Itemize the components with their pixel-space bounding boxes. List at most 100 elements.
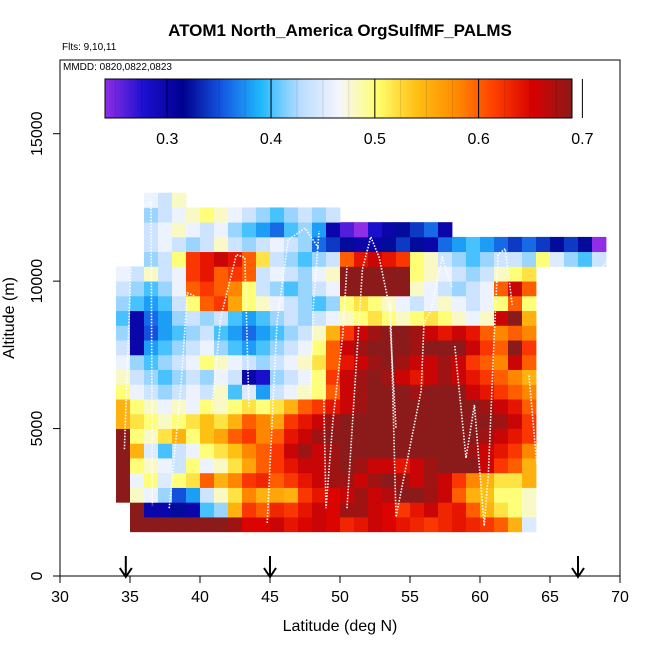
heatmap-cell [242,207,257,223]
heatmap-cell [186,399,201,415]
heatmap-cell [340,458,355,474]
x-tick-label: 40 [191,589,209,606]
heatmap-cell [116,413,131,429]
x-tick-label: 45 [261,589,279,606]
heatmap-cell [116,458,131,474]
heatmap-cell [284,487,299,503]
heatmap-cell [592,236,607,253]
heatmap-cell [158,340,173,356]
heatmap-cell [508,502,523,518]
heatmap-cell [158,458,173,474]
heatmap-cell [508,369,523,385]
heatmap-cell [298,266,313,282]
heatmap-cell [354,340,369,356]
heatmap-cell [396,502,411,518]
heatmap-cell [256,207,271,223]
heatmap-cell [578,251,593,267]
heatmap-cell [466,384,481,400]
heatmap-cell [130,443,145,459]
heatmap-cell [242,251,257,267]
heatmap-cell [270,413,285,429]
heatmap-cell [424,354,439,370]
heatmap-cell [256,502,271,518]
heatmap-cell [438,487,453,503]
heatmap-cell [130,472,145,488]
heatmap-cell [410,384,425,400]
heatmap-cell [172,266,187,282]
heatmap-cell [312,207,327,223]
heatmap-cell [368,458,383,474]
heatmap-cell [410,472,425,488]
heatmap-cell [200,413,215,429]
heatmap-cell [382,443,397,459]
heatmap-cell [466,266,481,282]
heatmap-cell [144,281,159,297]
heatmap-cell [508,266,523,282]
heatmap-cell [298,472,313,488]
heatmap-cell [354,487,369,503]
heatmap-cell [242,502,257,518]
heatmap-cell [200,384,215,400]
heatmap-cell [424,413,439,429]
heatmap-cell [172,281,187,297]
heatmap-cell [242,472,257,488]
heatmap-cell [480,502,495,518]
heatmap-cell [172,354,187,370]
heatmap-cell [508,443,523,459]
heatmap-cell [424,266,439,282]
heatmap-cell [480,399,495,415]
heatmap-cell [368,384,383,400]
heatmap-cell [256,310,271,326]
heatmap-cell [326,207,341,223]
heatmap-cell [494,413,509,429]
heatmap-cell [200,502,215,518]
heatmap-cell [494,295,509,312]
heatmap-cell [284,517,299,533]
heatmap-cell [480,325,495,341]
heatmap-cell [550,236,565,253]
heatmap-cell [270,207,285,223]
heatmap-cell [410,340,425,356]
heatmap-cell [354,458,369,474]
heatmap-cell [410,354,425,370]
heatmap-cell [424,472,439,488]
heatmap-cell [298,428,313,444]
heatmap-cell [424,399,439,415]
heatmap-cell [368,413,383,429]
heatmap-cell [396,369,411,385]
heatmap-cell [144,310,159,326]
heatmap-cell [186,472,201,488]
heatmap-cell [228,325,243,341]
heatmap-cell [368,325,383,341]
heatmap-cell [438,325,453,341]
heatmap-cell [494,266,509,282]
heatmap-cell [228,458,243,474]
heatmap-cell [452,399,467,415]
heatmap-cell [256,266,271,282]
heatmap-cell [424,502,439,518]
heatmap-cell [116,340,131,356]
heatmap-cell [438,281,453,297]
heatmap-cell [200,354,215,370]
heatmap-cell [326,428,341,444]
heatmap-cell [158,281,173,297]
heatmap-cell [340,399,355,415]
heatmap-cell [130,487,145,503]
heatmap-cell [326,236,341,253]
heatmap-cell [214,502,229,518]
heatmap-cell [438,472,453,488]
heatmap-cell [438,222,453,238]
heatmap-cell [326,340,341,356]
heatmap-cell [522,236,537,253]
heatmap-cell [172,295,187,312]
heatmap-cell [186,413,201,429]
heatmap-cell [312,236,327,253]
heatmap-cell [466,310,481,326]
heatmap-cell [130,325,145,341]
heatmap-cell [466,369,481,385]
heatmap-cell [326,354,341,370]
heatmap-cell [298,281,313,297]
heatmap-cell [354,266,369,282]
heatmap-cell [508,399,523,415]
heatmap-cell [172,369,187,385]
